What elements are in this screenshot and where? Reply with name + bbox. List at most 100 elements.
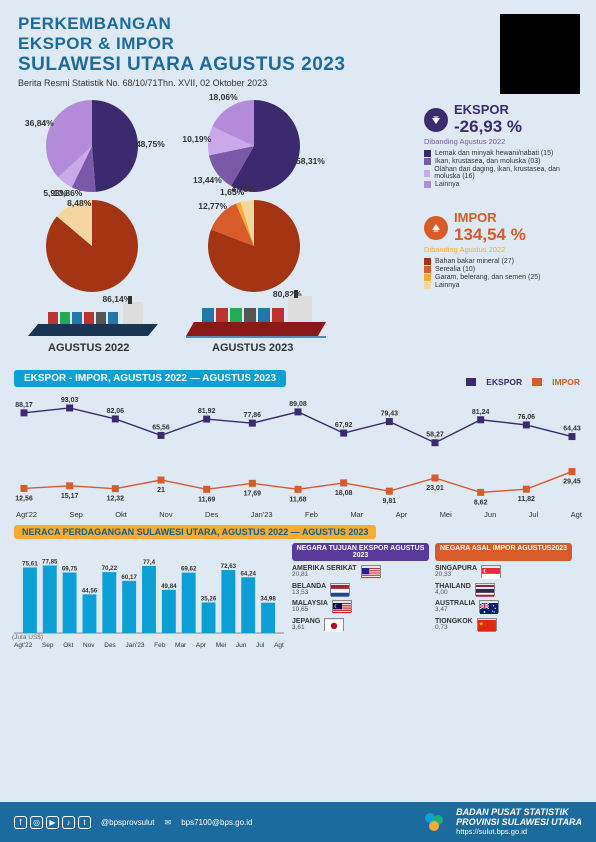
svg-text:11,68: 11,68	[289, 496, 306, 503]
x-label: Feb	[154, 642, 165, 649]
svg-text:17,69: 17,69	[244, 490, 262, 497]
x-label: Agt'22	[16, 510, 37, 519]
pies-zone: 48,75%8,48%5,93%36,84%58,31%13,44%10,19%…	[0, 98, 596, 314]
page: PERKEMBANGAN EKSPOR & IMPOR SULAWESI UTA…	[0, 0, 596, 842]
x-label: Okt	[63, 642, 73, 649]
svg-text:8,62: 8,62	[474, 499, 488, 505]
legend-item: Olahan dari daging, ikan, krustasea, dan…	[424, 166, 584, 180]
x-label: Apr	[396, 510, 408, 519]
x-label: Des	[104, 642, 116, 649]
legend-item: Garam, belerang, dan semen (25)	[424, 274, 584, 281]
title-line-3: SULAWESI UTARA AGUSTUS 2023	[18, 54, 580, 76]
x-label: Apr	[196, 642, 206, 649]
youtube-icon[interactable]: ▶	[46, 816, 59, 829]
legend-impor: Bahan bakar mineral (27)Serealia (10)Gar…	[424, 258, 584, 289]
pie-slice-label: 8,48%	[67, 198, 91, 208]
legend-item: Lainnya	[424, 181, 584, 188]
title-line-1: PERKEMBANGAN	[18, 14, 580, 34]
x-label: Agt	[274, 642, 284, 649]
pie-slice-label: 48,75%	[136, 139, 165, 149]
col-label-2022: AGUSTUS 2022	[48, 342, 129, 354]
legend-item: Bahan bakar mineral (27)	[424, 258, 584, 265]
svg-text:23,01: 23,01	[426, 485, 444, 492]
x-label: Jan'23	[126, 642, 145, 649]
country-row: JEPANG3,61	[292, 618, 429, 632]
x-label: Mar	[175, 642, 186, 649]
instagram-icon[interactable]: ◎	[30, 816, 43, 829]
bar-chart-svg: 75,6177,8569,7544,5670,2260,1777,449,846…	[14, 543, 284, 635]
svg-text:69,62: 69,62	[181, 566, 197, 573]
country-row: MALAYSIA10,65	[292, 600, 429, 614]
social-icons: f ◎ ▶ ♪ t	[14, 816, 91, 829]
svg-text:82,06: 82,06	[107, 408, 125, 415]
stat-ekspor: EKSPOR -26,93 % Dibanding Agustus 2022 L…	[424, 102, 584, 189]
country-row: AMERIKA SERIKAT20,81	[292, 565, 429, 579]
banner-trade: NERACA PERDAGANGAN SULAWESI UTARA, AGUST…	[14, 525, 376, 539]
x-label: Jul	[529, 510, 539, 519]
svg-text:72,63: 72,63	[221, 563, 237, 570]
svg-text:12,32: 12,32	[107, 496, 125, 503]
x-label: Mei	[440, 510, 452, 519]
svg-text:15,17: 15,17	[61, 493, 79, 500]
line-chart-xlabels: Agt'22SepOktNovDesJan'23FebMarAprMeiJunJ…	[14, 510, 584, 519]
pie-import-2022	[44, 198, 140, 294]
col-label-2023: AGUSTUS 2023	[212, 342, 293, 354]
svg-text:76,06: 76,06	[518, 414, 536, 421]
x-label: Sep	[42, 642, 54, 649]
ekspor-pct: -26,93 %	[454, 117, 522, 137]
legend-ekspor-label: EKSPOR	[486, 377, 522, 387]
country-row: THAILAND4,00	[435, 583, 572, 597]
line-chart-svg: 88,1793,0382,0665,5681,9277,8689,0867,92…	[14, 391, 584, 505]
svg-text:18,08: 18,08	[335, 490, 353, 497]
facebook-icon[interactable]: f	[14, 816, 27, 829]
x-label: Mar	[350, 510, 363, 519]
svg-text:77,4: 77,4	[143, 559, 156, 566]
x-label: Sep	[69, 510, 82, 519]
svg-text:77,86: 77,86	[244, 412, 262, 419]
qr-code[interactable]	[500, 14, 580, 94]
country-import-list: SINGAPURA20,33THAILAND4,00AUSTRALIA3,47T…	[435, 565, 572, 635]
svg-text:58,27: 58,27	[426, 432, 444, 439]
svg-text:44,56: 44,56	[82, 587, 98, 594]
legend-item: Ikan, krustasea, dan moluska (03)	[424, 158, 584, 165]
x-label: Feb	[305, 510, 318, 519]
pie-slice-label: 36,84%	[25, 118, 54, 128]
pie-slice-label: 4,76%	[231, 184, 255, 194]
line-chart-legend: EKSPOR IMPOR	[466, 377, 580, 387]
impor-title: IMPOR	[454, 210, 526, 225]
pie-import-2023	[206, 198, 302, 294]
ship-2022	[28, 294, 158, 340]
x-label: Jul	[256, 642, 264, 649]
pie-slice-label: 10,19%	[182, 134, 211, 144]
bar-chart: 75,6177,8569,7544,5670,2260,1777,449,846…	[14, 543, 284, 651]
svg-text:88,17: 88,17	[15, 402, 33, 409]
ekspor-trend-icon	[424, 108, 448, 132]
footer-email: bps7100@bps.go.id	[181, 818, 252, 827]
bar-chart-xlabels: Agt'22SepOktNovDesJan'23FebMarAprMeiJunJ…	[14, 640, 284, 649]
country-row: TIONGKOK0,73	[435, 618, 572, 632]
svg-text:34,98: 34,98	[260, 596, 276, 603]
footer-org2: PROVINSI SULAWESI UTARA	[456, 818, 582, 827]
country-import-header: NEGARA ASAL IMPOR AGUSTUS2023	[435, 543, 572, 561]
bar-ycaption: (Juta US$)	[12, 634, 43, 641]
legend-item: Serealia (10)	[424, 266, 584, 273]
x-label: Nov	[159, 510, 172, 519]
svg-text:12,56: 12,56	[15, 495, 33, 502]
svg-text:67,92: 67,92	[335, 422, 353, 429]
twitter-icon[interactable]: t	[78, 816, 91, 829]
x-label: Agt'22	[14, 642, 32, 649]
country-panel: NEGARA TUJUAN EKSPOR AGUSTUS 2023 NEGARA…	[292, 543, 572, 651]
pie-slice-label: 18,06%	[209, 92, 238, 102]
impor-pct: 134,54 %	[454, 225, 526, 245]
svg-text:70,22: 70,22	[102, 565, 118, 572]
svg-text:89,08: 89,08	[289, 401, 307, 408]
legend-item: Lainnya	[424, 282, 584, 289]
x-label: Jun	[484, 510, 496, 519]
tiktok-icon[interactable]: ♪	[62, 816, 75, 829]
subtitle: Berita Resmi Statistik No. 68/10/71Thn. …	[18, 78, 580, 88]
banner-timeseries: EKSPOR - IMPOR, AGUSTUS 2022 — AGUSTUS 2…	[14, 370, 286, 387]
header: PERKEMBANGAN EKSPOR & IMPOR SULAWESI UTA…	[0, 0, 596, 92]
svg-text:81,92: 81,92	[198, 408, 216, 415]
legend-impor-label: IMPOR	[552, 377, 580, 387]
x-label: Des	[205, 510, 218, 519]
